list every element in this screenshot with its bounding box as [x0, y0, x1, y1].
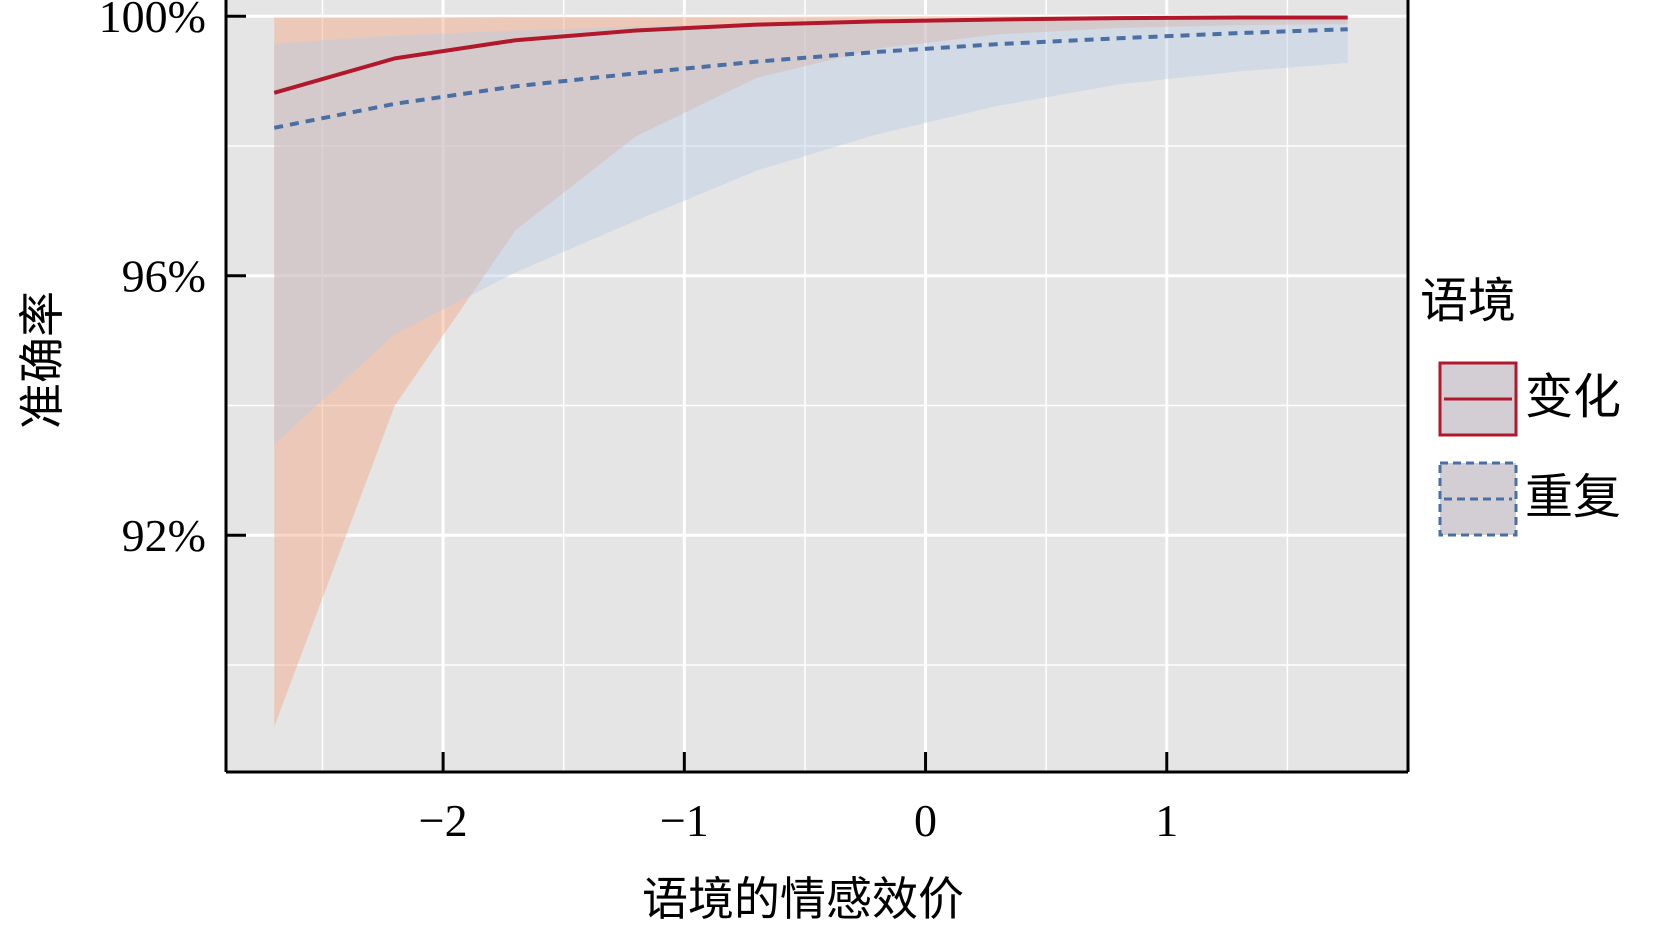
x-tick-label: 0 — [914, 795, 937, 846]
legend-title: 语境 — [1420, 273, 1516, 329]
ci-band-变化 — [274, 16, 1348, 727]
y-tick-label: 96% — [122, 251, 206, 302]
x-tick-label: 1 — [1155, 795, 1178, 846]
legend-label-变化: 变化 — [1525, 369, 1621, 425]
ci-band-重复 — [274, 18, 1348, 445]
x-tick-label: −1 — [660, 795, 709, 846]
grid — [226, 0, 1408, 772]
y-axis-title: 准确率 — [15, 291, 69, 429]
legend: 语境 变化 重复 — [1420, 273, 1621, 537]
y-tick-label: 92% — [122, 510, 206, 561]
legend-label-重复: 重复 — [1525, 469, 1621, 525]
ticks: −2 −1 0 1 100% 96% 92% — [99, 0, 1179, 846]
series-line-变化 — [273, 15, 1348, 95]
x-tick-label: −2 — [419, 795, 468, 846]
series-line-重复 — [273, 27, 1348, 130]
plot-background — [226, 0, 1408, 772]
legend-item-变化: 变化 — [1438, 361, 1621, 437]
legend-item-重复: 重复 — [1438, 461, 1621, 537]
x-axis-title: 语境的情感效价 — [642, 872, 964, 926]
y-tick-label: 100% — [99, 0, 206, 42]
series-lines — [273, 15, 1348, 130]
confidence-bands — [274, 16, 1348, 727]
